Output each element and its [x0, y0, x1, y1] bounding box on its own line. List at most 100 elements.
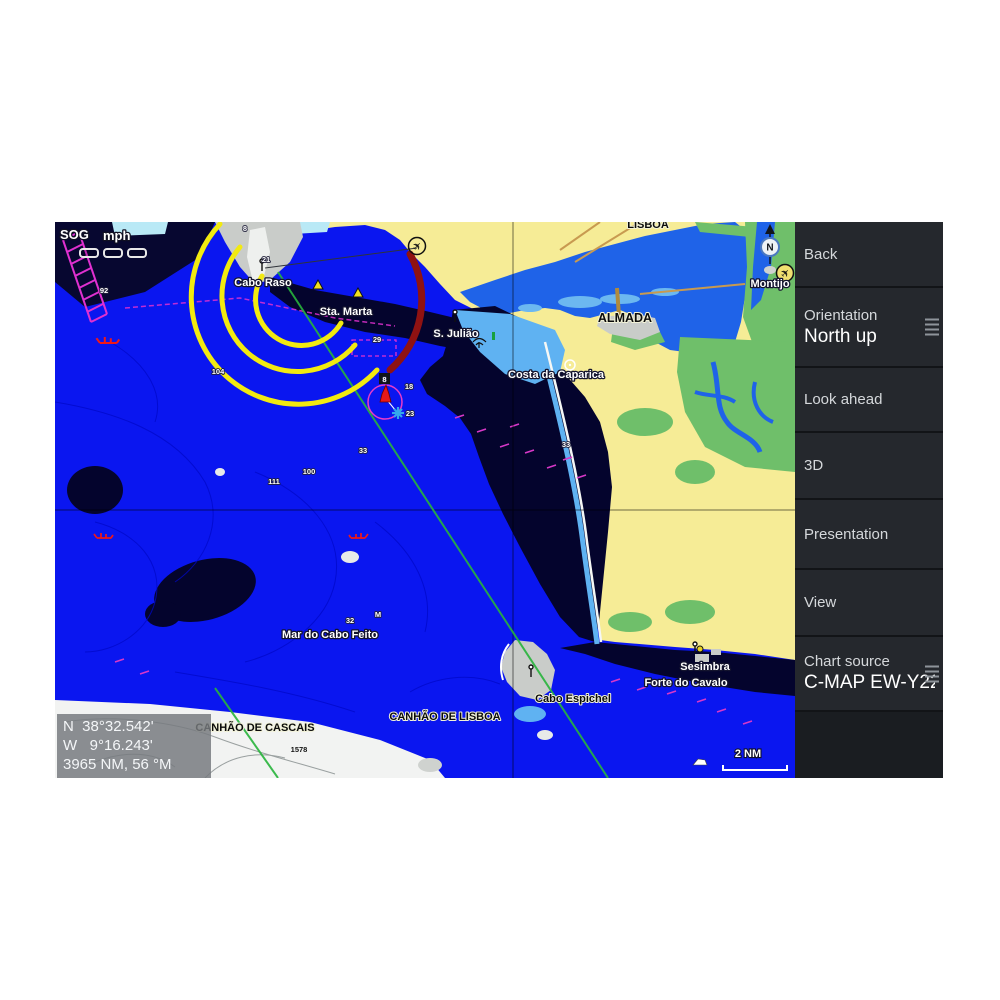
magenta-limit-line	[124, 297, 396, 327]
land-green-patch	[665, 600, 715, 624]
north-letter: N	[766, 243, 773, 254]
shallow-pocket	[514, 706, 546, 722]
depth-label: 33	[359, 446, 367, 455]
airport-icon: ✈	[407, 236, 427, 256]
depth-label: 100	[303, 467, 316, 476]
deep-water-south-band	[560, 642, 795, 696]
depth-label: 111	[268, 477, 280, 486]
place-label: Mar do Cabo Feito	[282, 629, 378, 641]
green-buoy-icon	[492, 332, 495, 340]
beacon-icon	[312, 278, 324, 290]
sog-placeholder-dashes	[79, 248, 147, 258]
chart-menu: Back Orientation North up Look ahead 3D …	[795, 222, 943, 778]
beacon-icon	[352, 286, 364, 298]
racon-icon	[472, 337, 487, 348]
menu-item-chart-source[interactable]: Chart source C-MAP EW-Y22...	[795, 637, 943, 712]
bridge-25-abril	[615, 287, 621, 317]
menu-label: View	[804, 594, 837, 611]
route-line[interactable]	[214, 687, 279, 778]
depth-label: 92	[100, 286, 108, 295]
place-label: S. Julião	[433, 328, 479, 340]
depth-label: 32	[346, 616, 354, 625]
lighthouse-icon	[259, 258, 698, 677]
islet	[341, 551, 359, 563]
range-bearing-value: 3965 NM, 56 °M	[63, 756, 172, 774]
shallow-cyan	[112, 222, 168, 236]
deep-water-nw	[55, 222, 215, 307]
menu-item-orientation[interactable]: Orientation North up	[795, 288, 943, 368]
menu-item-presentation[interactable]: Presentation	[795, 500, 943, 570]
deep-patch	[145, 601, 181, 627]
depth-contours	[55, 341, 501, 713]
cape-espichel	[501, 640, 555, 700]
longitude-value: W 9°16.243'	[63, 737, 153, 755]
light-sector-arcs	[188, 222, 380, 407]
deep-water-se	[420, 306, 612, 642]
islet	[418, 758, 442, 772]
urban-almada	[597, 314, 660, 340]
sog-units: mph	[103, 228, 131, 243]
vessel-depth-box	[379, 373, 390, 384]
depth-label: 33	[562, 440, 570, 449]
menu-label: Presentation	[804, 525, 889, 543]
scale-bracket	[722, 765, 788, 771]
land-green-patch	[617, 408, 673, 436]
menu-item-view[interactable]: View	[795, 570, 943, 637]
place-label: Forte do Cavalo	[644, 677, 727, 689]
fish-haven-marks	[114, 414, 753, 725]
creek	[751, 381, 774, 424]
options-list-icon	[925, 318, 939, 336]
menu-label: Back	[804, 245, 838, 263]
place-label: Sta. Marta	[320, 306, 373, 318]
sandbank	[518, 304, 542, 312]
depth-label: 23	[406, 409, 414, 418]
north-indicator: N	[760, 224, 780, 264]
content: ✈ ✈ N 8 LISBOA Cabo Raso Sta.	[55, 222, 943, 778]
place-label: CANHÃO DE CASCAIS	[195, 721, 314, 734]
sog-readout: SOG mph	[59, 226, 147, 258]
place-label: Cabo Espichel	[535, 693, 611, 705]
menu-label: Chart source	[804, 653, 890, 670]
scale-boat-icon	[692, 758, 708, 766]
bridge-vasco-da-gama	[639, 283, 746, 295]
nautical-chart: ✈ ✈ N 8 LISBOA Cabo Raso Sta.	[55, 222, 795, 778]
place-label: Sesimbra	[680, 661, 730, 673]
red-light-sector-arc	[386, 250, 426, 374]
shallow-bank	[455, 310, 565, 384]
place-label: ALMADA	[598, 311, 652, 325]
depth-label: 104	[212, 367, 225, 376]
menu-item-look-ahead[interactable]: Look ahead	[795, 368, 943, 433]
urban-montijo	[764, 266, 776, 274]
land-green-patch	[675, 460, 715, 484]
chart-area[interactable]: ✈ ✈ N 8 LISBOA Cabo Raso Sta.	[55, 222, 795, 778]
depth-label: M	[375, 610, 381, 619]
menu-item-3d[interactable]: 3D	[795, 433, 943, 500]
scale-bar: 2 NM	[692, 747, 788, 771]
menu-item-back[interactable]: Back	[795, 222, 943, 288]
bearing-line	[264, 247, 418, 269]
land-green-patch	[608, 612, 652, 632]
menu-value: C-MAP EW-Y22...	[804, 672, 935, 693]
vessel-icon	[379, 383, 392, 403]
urban-sesimbra	[711, 649, 721, 655]
place-label: CANHÃO DE LISBOA	[389, 710, 500, 723]
latitude-value: N 38°32.542'	[63, 718, 154, 735]
wreck-icon	[93, 336, 369, 539]
menu-label: 3D	[804, 457, 824, 474]
airport-icon: ✈	[775, 263, 795, 283]
depth-label: 18	[405, 382, 413, 391]
place-label: Cabo Raso	[234, 277, 292, 289]
road	[559, 222, 601, 251]
sog-label: SOG	[60, 227, 89, 242]
position-readout: N 38°32.542' W 9°16.243' 3965 NM, 56 °M	[57, 714, 211, 778]
vessel-cluster[interactable]: 8	[367, 373, 404, 420]
town-circle-icon	[564, 359, 576, 371]
beach-shallow	[538, 343, 600, 645]
place-label: LISBOA	[627, 222, 669, 231]
menu-footer	[795, 712, 943, 778]
route-line[interactable]	[277, 271, 609, 778]
sandbank	[558, 296, 602, 308]
deep-patch	[154, 558, 256, 622]
creek	[710, 361, 763, 454]
